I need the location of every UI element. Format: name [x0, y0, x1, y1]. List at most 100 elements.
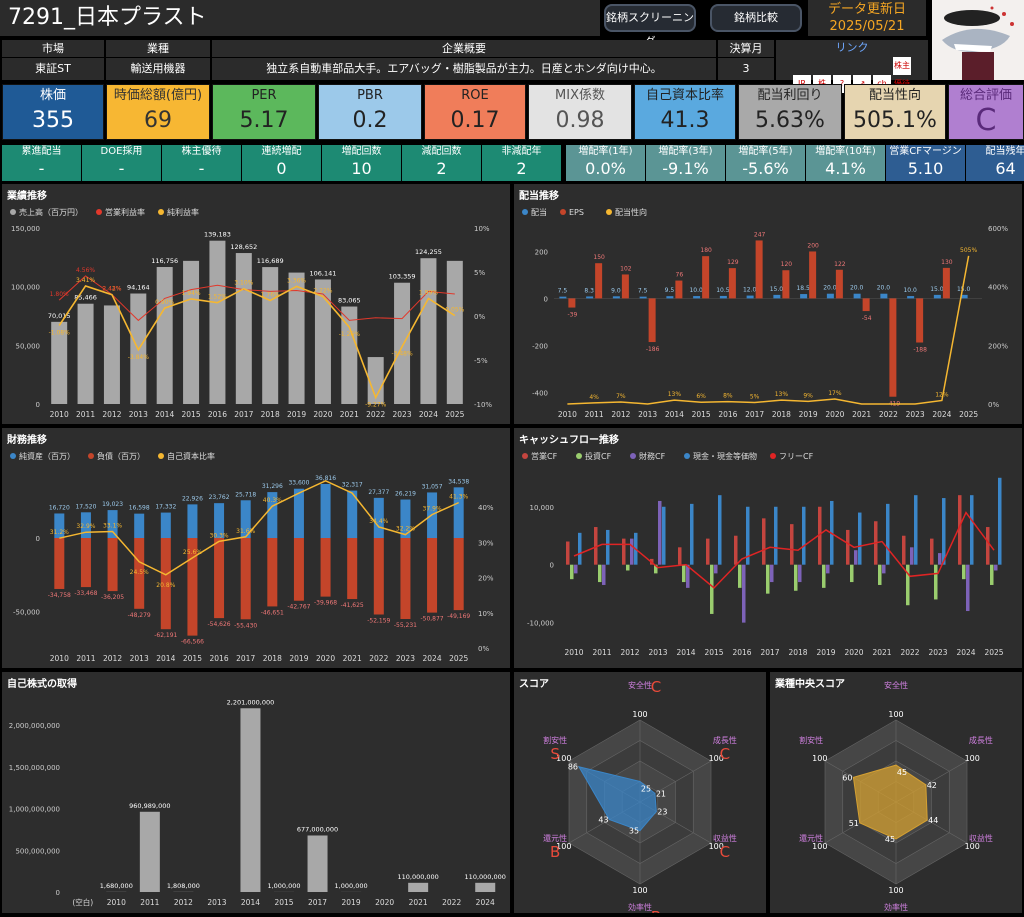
metric-value: 5.10	[886, 159, 965, 179]
equity-ratio-label: 32.9%	[76, 523, 95, 530]
liability-label: -41,625	[341, 602, 364, 609]
net-margin-label: 1.52%	[208, 294, 227, 301]
radar-value-label: 45	[885, 835, 895, 844]
x-tick-label: 2015	[692, 410, 711, 419]
cf-bar-0	[734, 536, 738, 565]
legend-label: 売上高（百万円）	[19, 207, 83, 217]
equity-label: 33,600	[288, 480, 309, 487]
equity-ratio-label: 33.1%	[103, 522, 122, 529]
kpi-value: C	[949, 107, 1023, 135]
metric-label: 増配率(3年)	[646, 145, 725, 159]
x-tick-label: 2023	[396, 654, 415, 663]
x-tick-label: 2014	[241, 898, 260, 907]
x-tick-label: 2015	[183, 654, 202, 663]
eps-label: 150	[593, 254, 605, 261]
metric-10: 増配率(10年)4.1%	[806, 145, 885, 181]
compare-button[interactable]: 銘柄比較	[710, 4, 802, 32]
legend-marker	[630, 453, 636, 459]
legend-marker	[10, 453, 16, 459]
equity-ratio-label: 25.6%	[183, 549, 202, 556]
radar-max-label: 100	[632, 886, 647, 895]
equity-ratio-label: 40.3%	[263, 497, 282, 504]
payout-label: 12%	[935, 391, 949, 398]
cf-bar-1	[682, 565, 686, 582]
radar-max-label: 100	[888, 886, 903, 895]
metric-value: 10	[322, 159, 401, 179]
cf-bar-0	[622, 539, 626, 565]
metric-label: 増配回数	[322, 145, 401, 159]
dividend-bar	[854, 294, 861, 299]
radar-axis-label: 割安性	[799, 735, 823, 745]
metric-7: 増配率(1年)0.0%	[566, 145, 645, 181]
y2-tick-label: -5%	[474, 357, 488, 365]
performance-chart: 売上高（百万円）営業利益率純利益率050,000100,000150,000-1…	[2, 184, 510, 424]
eps-label: -54	[862, 315, 872, 322]
radar-value-label: 43	[598, 816, 608, 825]
eps-label: -39	[567, 312, 577, 319]
y2-tick-label: 400%	[988, 284, 1008, 292]
net-margin-label: 3.36%	[287, 277, 306, 284]
sales-label: 106,141	[309, 269, 336, 277]
x-tick-label: 2014	[676, 648, 695, 657]
equity-ratio-label: 41.3%	[449, 494, 468, 501]
screening-button[interactable]: 銘柄スクリーニング	[604, 4, 696, 32]
x-tick-label: 2018	[261, 410, 280, 419]
y2-tick-label: 10%	[474, 225, 490, 233]
dividend-label: 15.0	[957, 286, 971, 293]
legend-marker	[522, 453, 528, 459]
payout-label: 17%	[828, 390, 842, 397]
equity-label: 31,057	[422, 483, 443, 490]
radar-axis-label: 割安性	[543, 735, 567, 745]
dividend-bar	[934, 295, 941, 299]
x-tick-label: 2017	[745, 410, 764, 419]
equity-label: 25,718	[235, 491, 256, 498]
y2-tick-label: 5%	[474, 269, 485, 277]
kpi-label: PBR	[319, 85, 421, 107]
dividend-bar	[773, 295, 780, 299]
equity-label: 19,023	[102, 501, 123, 508]
x-tick-label: 2011	[76, 654, 95, 663]
eps-bar	[756, 240, 763, 298]
metric-label: 累進配当	[2, 145, 81, 159]
cashflow-title: キャッシュフロー推移	[519, 431, 619, 446]
fiscal-value: 3	[718, 58, 774, 80]
x-tick-label: 2021	[872, 648, 891, 657]
x-tick-label: 2019	[816, 648, 835, 657]
sales-label: 124,255	[415, 248, 442, 256]
equity-label: 22,926	[182, 495, 203, 502]
financial-title: 財務推移	[7, 431, 47, 446]
x-tick-label: 2024	[419, 410, 438, 419]
x-tick-label: 2010	[558, 410, 577, 419]
link-icon-5[interactable]: 株主優待	[893, 57, 911, 75]
cf-bar-2	[602, 565, 606, 585]
metric-label: 増配率(1年)	[566, 145, 645, 159]
cf-bar-1	[794, 565, 798, 591]
net-margin-label: 3.10%	[234, 280, 253, 287]
links-cell: リンク IR株?↗ch株主優待	[776, 40, 928, 80]
y2-tick-label: 0%	[478, 645, 489, 653]
liability-bar	[427, 538, 437, 613]
y-tick-label: -10,000	[527, 620, 554, 628]
kpi-1: 時価総額(億円)69	[106, 84, 210, 140]
dividend-label: 12.0	[743, 287, 757, 294]
dividend-bar	[666, 296, 673, 298]
liability-label: -36,205	[101, 594, 124, 601]
sales-bar	[447, 261, 463, 404]
sales-bar	[209, 241, 225, 404]
cf-bar-3	[774, 507, 778, 565]
fiscal-label: 決算月	[718, 40, 774, 58]
buyback-label: 677,000,000	[297, 825, 338, 833]
x-tick-label: 2025	[445, 410, 464, 419]
cf-bar-1	[626, 565, 630, 571]
equity-bar	[161, 513, 171, 538]
metric-label: 非減配年	[482, 145, 561, 159]
x-tick-label: 2020	[316, 654, 335, 663]
eps-bar	[675, 281, 682, 299]
x-tick-label: 2021	[409, 898, 428, 907]
radar-grade: C	[720, 843, 730, 861]
y-tick-label: 0	[36, 401, 40, 409]
